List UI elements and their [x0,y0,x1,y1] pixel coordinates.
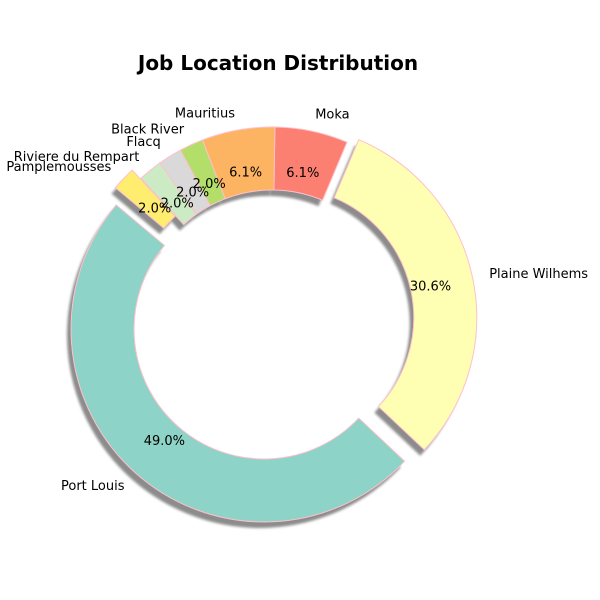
slice-label-plaine-wilhems: Plaine Wilhems [489,267,588,282]
slice-label-port-louis: Port Louis [61,479,125,494]
percent-label-flacq: 2.0% [176,186,209,201]
percent-label-plaine-wilhems: 30.6% [410,280,451,295]
slice-label-moka: Moka [315,108,349,123]
slice-label-flacq: Flacq [126,135,160,150]
slice-label-riviere-du-rempart: Riviere du Rempart [14,150,140,165]
slice-label-black-river: Black River [111,122,185,137]
percent-label-mauritius: 6.1% [229,165,262,180]
slice-label-mauritius: Mauritius [175,106,235,121]
slice-riviere-du-rempart [140,162,198,226]
percent-labels: 49.0%30.6%6.1%6.1%2.0%2.0%2.0%2.0% [138,165,451,449]
slice-label-pamplemousses: Pamplemousses [6,160,111,175]
slice-plaine-wilhems [333,139,478,451]
percent-label-black-river: 2.0% [193,177,226,192]
chart-title: Job Location Distribution [136,51,418,75]
slice-port-louis [70,204,406,523]
slices [70,126,478,523]
percent-label-port-louis: 49.0% [144,434,185,449]
slice-moka [273,126,348,201]
percent-label-moka: 6.1% [286,166,319,181]
percent-label-riviere-du-rempart: 2.0% [161,197,194,212]
slice-labels: Port Louis Plaine Wilhems Moka MauritiusBla… [6,106,588,494]
slice-pamplemousses [114,169,176,229]
percent-label-pamplemousses: 2.0% [138,201,171,216]
